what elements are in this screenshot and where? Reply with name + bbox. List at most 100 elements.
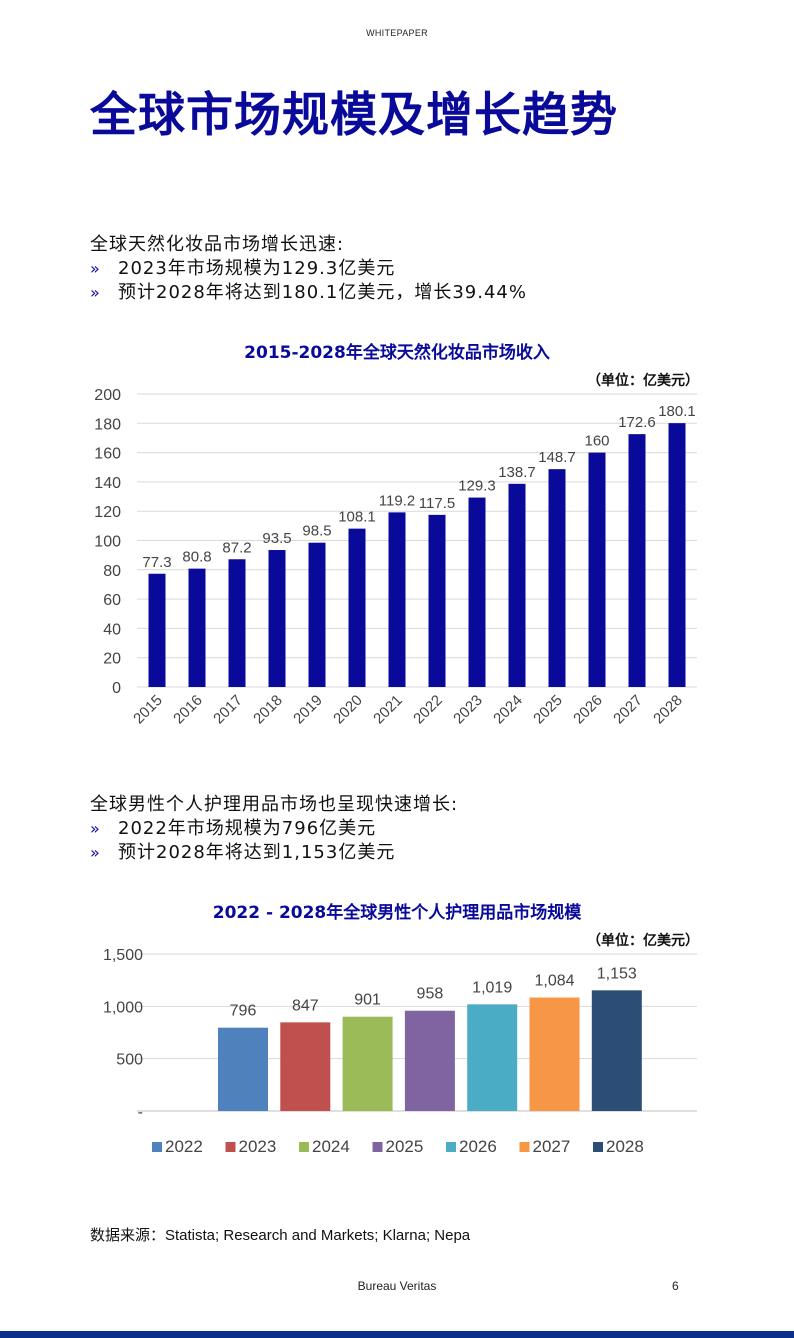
legend-label: 2024 bbox=[312, 1137, 350, 1156]
data-label: 98.5 bbox=[302, 523, 331, 540]
x-tick-label: 2021 bbox=[370, 692, 406, 728]
x-tick-label: 2028 bbox=[650, 692, 686, 728]
summary-bullet: » 预计2028年将达到180.1亿美元，增长39.44% bbox=[90, 281, 527, 305]
x-tick-label: 2019 bbox=[290, 692, 326, 728]
legend-swatch bbox=[372, 1142, 383, 1152]
y-tick-label: 500 bbox=[116, 1052, 143, 1069]
bar bbox=[508, 483, 526, 687]
x-tick-label: 2018 bbox=[250, 692, 286, 728]
summary-bullet: » 2023年市场规模为129.3亿美元 bbox=[90, 257, 527, 281]
x-tick-label: 2015 bbox=[130, 692, 166, 728]
bar bbox=[588, 452, 606, 687]
bar bbox=[668, 423, 686, 687]
x-tick-label: 2022 bbox=[410, 692, 446, 728]
x-tick-label: 2027 bbox=[610, 692, 646, 728]
data-label: 958 bbox=[417, 986, 444, 1003]
chart1-title: 2015-2028年全球天然化妆品市场收入 bbox=[244, 343, 550, 363]
data-label: 117.5 bbox=[419, 495, 455, 512]
legend-label: 2026 bbox=[459, 1137, 497, 1156]
legend-label: 2028 bbox=[606, 1137, 644, 1156]
data-source: 数据来源：Statista; Research and Markets; Kla… bbox=[90, 1227, 471, 1244]
y-tick-label: 80 bbox=[103, 563, 121, 580]
x-tick-label: 2017 bbox=[210, 692, 246, 728]
header-tag: WHITEPAPER bbox=[366, 28, 428, 38]
chart1-unit-note: （单位：亿美元） bbox=[587, 373, 699, 389]
y-tick-label: 140 bbox=[94, 475, 121, 492]
bar bbox=[228, 559, 246, 687]
data-label: 93.5 bbox=[262, 530, 291, 547]
y-tick-label: 180 bbox=[94, 416, 121, 433]
y-tick-label: 40 bbox=[103, 621, 121, 638]
bar bbox=[548, 469, 566, 687]
y-tick-label: 60 bbox=[103, 592, 121, 609]
y-tick-label: - bbox=[138, 1104, 143, 1121]
data-label: 1,019 bbox=[472, 979, 512, 996]
bullet-text: 2023年市场规模为129.3亿美元 bbox=[118, 258, 396, 279]
data-label: 796 bbox=[230, 1003, 257, 1020]
legend-swatch bbox=[299, 1142, 309, 1152]
data-label: 119.2 bbox=[379, 492, 415, 509]
legend-label: 2022 bbox=[165, 1137, 203, 1156]
summary-bullet: » 预计2028年将达到1,153亿美元 bbox=[90, 841, 458, 865]
data-label: 129.3 bbox=[458, 478, 496, 495]
page-title: 全球市场规模及增长趋势 bbox=[90, 88, 618, 143]
bar bbox=[188, 568, 206, 687]
bar bbox=[342, 1016, 393, 1111]
data-label: 901 bbox=[354, 992, 381, 1009]
x-tick-label: 2020 bbox=[330, 692, 366, 728]
data-label: 148.7 bbox=[538, 449, 576, 466]
data-label: 180.1 bbox=[658, 403, 696, 420]
bar bbox=[308, 542, 326, 687]
bullet-text: 预计2028年将达到180.1亿美元，增长39.44% bbox=[118, 282, 527, 303]
mens-care-summary: 全球男性个人护理用品市场也呈现快速增长: » 2022年市场规模为796亿美元 … bbox=[90, 793, 458, 865]
bar bbox=[628, 434, 646, 687]
natural-cosmetics-summary: 全球天然化妆品市场增长迅速: » 2023年市场规模为129.3亿美元 » 预计… bbox=[90, 233, 527, 305]
y-tick-label: 1,500 bbox=[103, 947, 143, 964]
chart2-unit-note: （单位：亿美元） bbox=[587, 933, 699, 949]
data-label: 108.1 bbox=[338, 509, 376, 526]
legend-swatch bbox=[152, 1142, 162, 1152]
bar bbox=[468, 497, 486, 687]
data-label: 847 bbox=[292, 997, 319, 1014]
y-tick-label: 120 bbox=[94, 504, 121, 521]
y-tick-label: 160 bbox=[94, 446, 121, 463]
y-tick-label: 200 bbox=[94, 387, 121, 404]
legend-label: 2027 bbox=[533, 1137, 571, 1156]
y-tick-label: 1,000 bbox=[103, 999, 143, 1016]
bar bbox=[404, 1010, 455, 1111]
y-tick-label: 20 bbox=[103, 651, 121, 668]
data-label: 87.2 bbox=[222, 539, 251, 556]
bar bbox=[467, 1004, 518, 1111]
data-label: 138.7 bbox=[498, 464, 536, 481]
summary-heading: 全球男性个人护理用品市场也呈现快速增长: bbox=[90, 794, 459, 815]
x-tick-label: 2016 bbox=[170, 692, 206, 728]
legend-swatch bbox=[225, 1142, 236, 1152]
x-tick-label: 2025 bbox=[530, 692, 566, 728]
chart2-title: 2022 - 2028年全球男性个人护理用品市场规模 bbox=[212, 903, 582, 923]
bar bbox=[591, 990, 642, 1111]
footer-bar bbox=[0, 1331, 794, 1338]
bullet-text: 2022年市场规模为796亿美元 bbox=[118, 818, 377, 839]
data-label: 77.3 bbox=[142, 554, 171, 571]
bullet-text: 预计2028年将达到1,153亿美元 bbox=[118, 842, 396, 863]
page-number: 6 bbox=[672, 1279, 679, 1293]
y-tick-label: 0 bbox=[112, 680, 121, 697]
legend-swatch bbox=[593, 1142, 603, 1152]
x-tick-label: 2026 bbox=[570, 692, 606, 728]
bullet-mark: » bbox=[90, 283, 101, 302]
summary-heading: 全球天然化妆品市场增长迅速: bbox=[90, 234, 345, 255]
legend-swatch bbox=[446, 1142, 456, 1152]
bullet-mark: » bbox=[90, 843, 101, 862]
bar bbox=[268, 550, 286, 687]
data-label: 1,084 bbox=[534, 973, 574, 990]
bar bbox=[280, 1022, 331, 1111]
bullet-mark: » bbox=[90, 819, 101, 838]
data-label: 172.6 bbox=[618, 414, 656, 431]
legend-label: 2025 bbox=[386, 1137, 424, 1156]
legend-swatch bbox=[519, 1142, 530, 1152]
mens-care-bar-chart: - 500 1,000 1,500 796 847 901 958 1,019 1,084 1,15… bbox=[103, 947, 697, 1156]
bar bbox=[218, 1027, 268, 1111]
x-tick-label: 2023 bbox=[450, 692, 486, 728]
data-label: 160 bbox=[584, 433, 609, 450]
bar bbox=[348, 528, 366, 687]
